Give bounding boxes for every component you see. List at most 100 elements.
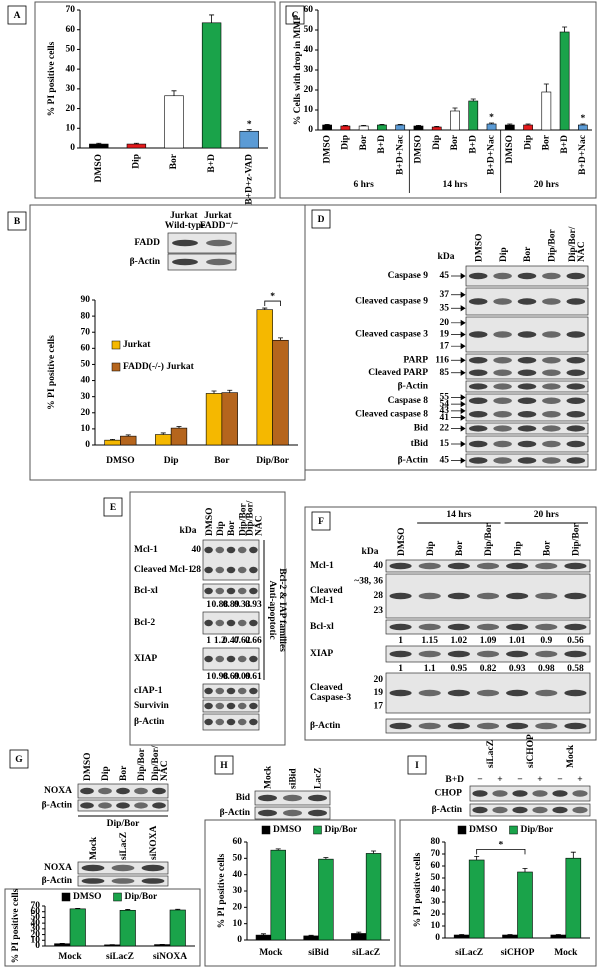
y-tick-label: 0	[435, 933, 440, 943]
legend-label: DMSO	[469, 825, 498, 835]
blot-band	[204, 566, 213, 574]
blot-band	[468, 425, 488, 432]
error-bar	[543, 83, 549, 92]
kda-marker: 116	[435, 355, 449, 365]
blot-band	[152, 787, 166, 795]
blot-band	[506, 562, 529, 570]
legend-swatch	[261, 825, 271, 835]
y-tick-label: 70	[31, 901, 41, 911]
row-label: β-Actin	[432, 805, 463, 815]
x-tick-label: Bor	[450, 134, 460, 150]
bar	[577, 124, 588, 131]
error-bar	[525, 123, 531, 125]
blot-band	[418, 592, 441, 600]
error-bar	[125, 909, 131, 911]
x-tick-label: Dip	[341, 135, 351, 150]
blot-band	[226, 718, 236, 726]
kda-arrow	[451, 369, 466, 376]
panel-frame	[204, 819, 396, 967]
column-label: LacZ	[314, 767, 324, 789]
column-label: Dip/Bor	[572, 522, 582, 556]
blot-band	[492, 790, 508, 797]
blot-band	[468, 411, 488, 418]
annotation: *	[270, 292, 275, 302]
blot-band	[535, 623, 558, 631]
blot-band	[206, 258, 232, 266]
blot-band	[249, 718, 258, 726]
panel-letter: A	[14, 11, 21, 21]
kda-marker: 23	[374, 606, 384, 616]
blot-band	[472, 806, 488, 814]
densitometry-value: 0.9	[540, 636, 552, 646]
y-tick-label: 40	[233, 870, 243, 880]
x-tick-label: B+D+Nac	[487, 135, 497, 175]
annotation: *	[247, 120, 252, 130]
bar	[351, 933, 367, 941]
kda-marker: 35	[440, 303, 450, 313]
densitometry-value: 0.95	[451, 664, 468, 674]
x-tick-label: DMSO	[505, 135, 515, 164]
error-bar	[342, 125, 348, 126]
blot-band	[535, 722, 558, 730]
blot-band	[389, 592, 412, 600]
y-tick-label: 30	[233, 886, 243, 896]
column-label: DMSO	[83, 753, 93, 782]
blot-band	[468, 457, 488, 464]
legend-label: Dip/Bor	[521, 825, 555, 835]
row-label: FADD	[134, 238, 160, 248]
blot-band	[418, 650, 441, 658]
blot-band	[517, 357, 537, 364]
blot-band	[134, 802, 148, 809]
group-label: 6 hrs	[354, 180, 375, 190]
blot-band	[141, 878, 165, 884]
kda-marker: 54	[440, 399, 450, 409]
blot-band	[204, 702, 213, 710]
column-label: Mock	[264, 765, 274, 789]
row-label: Cleaved Mcl-1	[134, 565, 193, 575]
x-tick-label: siBid	[308, 948, 329, 958]
x-tick-label: Mock	[554, 948, 578, 958]
row-label: Cleaved Mcl-1	[310, 586, 345, 606]
error-bar	[474, 856, 480, 860]
blot-band	[506, 650, 529, 658]
blot-band	[81, 864, 105, 872]
error-bar	[522, 868, 528, 872]
kda-marker: 41	[440, 413, 450, 423]
column-label: Bor	[542, 540, 552, 556]
bar	[340, 125, 351, 131]
blot-band	[226, 587, 236, 595]
y-tick-label: 10	[233, 919, 243, 929]
row-label: β-Actin	[42, 801, 73, 811]
bar	[486, 123, 497, 131]
blot-band	[468, 383, 488, 390]
blot-band	[258, 794, 277, 802]
y-tick-label: 30	[304, 65, 314, 75]
error-bar	[275, 848, 281, 851]
column-label: Dip	[426, 541, 436, 556]
column-label: siNOXA	[149, 826, 159, 860]
y-tick-label: 30	[431, 897, 441, 907]
blot-band	[215, 587, 225, 595]
blot-band	[506, 722, 529, 730]
row-label: β-Actin	[220, 808, 251, 818]
y-tick-label: 20	[431, 909, 441, 919]
column-label: DMSO	[205, 508, 215, 537]
blot-band	[566, 383, 586, 390]
bar	[468, 859, 485, 939]
legend-label: Jurkat	[123, 340, 151, 350]
densitometry-value: 0.88	[211, 600, 228, 610]
x-tick-label: Bor	[359, 134, 369, 150]
blot-band	[472, 790, 488, 797]
bar	[468, 100, 479, 131]
legend-label: DMSO	[273, 825, 302, 835]
kda-arrow	[451, 394, 466, 401]
blot-band	[308, 794, 327, 802]
y-tick-label: 0	[308, 125, 313, 135]
blot-band	[226, 566, 236, 574]
bar	[318, 858, 334, 941]
densitometry-value: 1	[398, 636, 403, 646]
error-bar	[125, 434, 131, 437]
error-bar	[262, 307, 268, 310]
legend-swatch	[313, 825, 322, 835]
bar	[365, 853, 382, 941]
